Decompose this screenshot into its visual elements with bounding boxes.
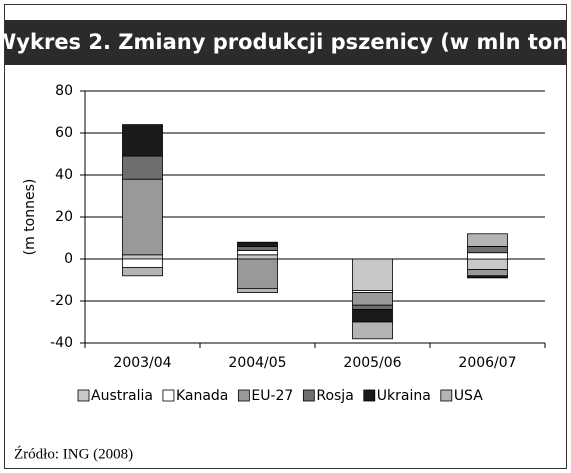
legend-swatch	[363, 389, 376, 402]
bar-segment	[467, 252, 508, 260]
bar-segment	[467, 258, 508, 270]
chart-title: Wykres 2. Zmiany produkcji pszenicy (w m…	[0, 30, 571, 54]
source: Źródło: ING (2008)	[14, 445, 133, 462]
legend-label: Ukraina	[377, 388, 431, 404]
bar-segment	[467, 275, 508, 279]
legend-swatch	[440, 389, 453, 402]
y-tick-label: 80	[55, 83, 73, 99]
title-bar	[5, 20, 566, 65]
bar-segment	[122, 155, 163, 180]
legend-label: EU-27	[251, 388, 293, 404]
bar-segment	[352, 292, 393, 306]
bar-segment	[237, 241, 278, 247]
y-tick-label: 40	[55, 167, 73, 183]
x-tick-label: 2004/05	[228, 355, 286, 371]
legend-label: Kanada	[176, 388, 228, 404]
bar-segment	[237, 254, 278, 260]
bar-segment	[467, 245, 508, 254]
bar-segment	[352, 321, 393, 340]
bar-segment	[352, 304, 393, 310]
bar-segment	[237, 287, 278, 293]
bar-segment	[122, 266, 163, 277]
legend-label: USA	[454, 388, 483, 404]
bar-segment	[122, 254, 163, 260]
y-tick-label: 20	[55, 209, 73, 225]
bar-segment	[352, 258, 393, 291]
bar-segment	[467, 269, 508, 277]
legend-swatch	[162, 389, 175, 402]
y-tick-label: 60	[55, 125, 73, 141]
legend-swatch	[302, 389, 315, 402]
bar-segment	[237, 245, 278, 251]
x-tick-label: 2006/07	[458, 355, 516, 371]
bar-segment	[352, 308, 393, 323]
bar-segment	[122, 178, 163, 256]
legend-swatch	[77, 389, 90, 402]
x-tick-label: 2005/06	[343, 355, 401, 371]
y-tick-label: -40	[50, 335, 73, 351]
bar-segment	[122, 124, 163, 157]
legend-swatch	[237, 389, 250, 402]
bar-segment	[237, 250, 278, 256]
x-tick-label: 2003/04	[113, 355, 171, 371]
bar-segment	[122, 258, 163, 268]
bar-segment	[467, 233, 508, 247]
y-tick-label: -20	[50, 293, 73, 309]
y-tick-label: 0	[64, 251, 73, 267]
legend-label: Australia	[91, 388, 153, 404]
bar-segment	[237, 258, 278, 289]
y-axis-label: (m tonnes)	[22, 179, 38, 256]
legend-label: Rosja	[316, 388, 353, 404]
